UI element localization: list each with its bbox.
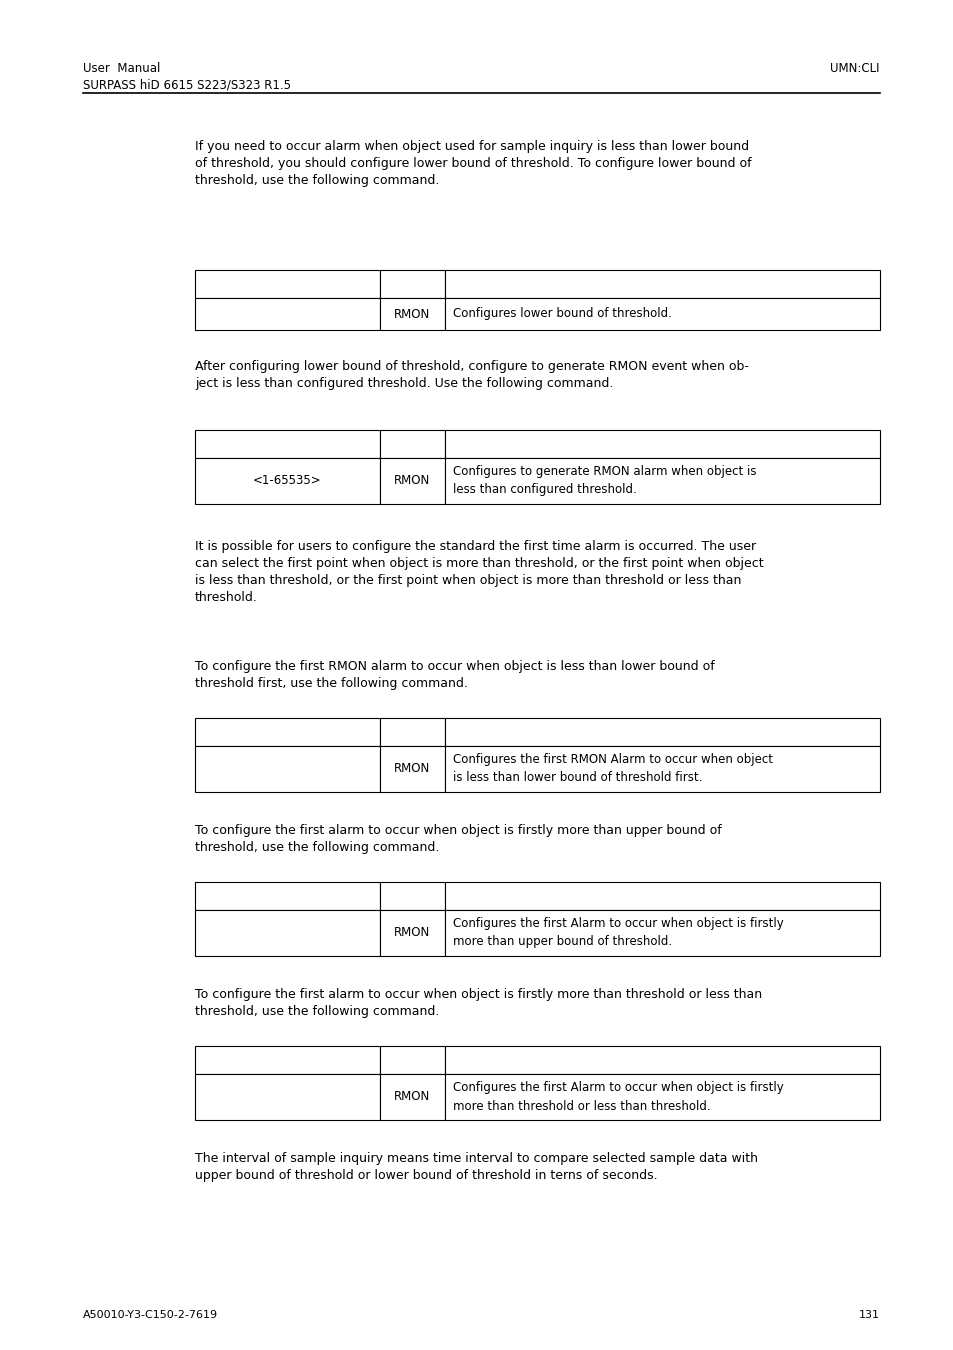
Text: After configuring lower bound of threshold, configure to generate RMON event whe: After configuring lower bound of thresho…	[194, 360, 748, 373]
Text: RMON: RMON	[394, 1091, 430, 1103]
Text: can select the first point when object is more than threshold, or the first poin: can select the first point when object i…	[194, 558, 762, 570]
Bar	[379, 910, 444, 956]
Bar	[194, 1075, 379, 1120]
Text: RMON: RMON	[394, 308, 430, 320]
Bar	[379, 298, 444, 329]
Bar	[379, 431, 444, 458]
Text: To configure the first RMON alarm to occur when object is less than lower bound : To configure the first RMON alarm to occ…	[194, 660, 714, 674]
Text: threshold, use the following command.: threshold, use the following command.	[194, 841, 439, 855]
Bar	[194, 298, 379, 329]
Text: SURPASS hiD 6615 S223/S323 R1.5: SURPASS hiD 6615 S223/S323 R1.5	[83, 78, 291, 90]
Bar	[194, 718, 379, 747]
Bar	[379, 270, 444, 298]
Text: User  Manual: User Manual	[83, 62, 160, 76]
Bar	[194, 431, 379, 458]
Text: To configure the first alarm to occur when object is firstly more than upper bou: To configure the first alarm to occur wh…	[194, 824, 721, 837]
Bar	[444, 1046, 879, 1075]
Bar	[444, 270, 879, 298]
Text: UMN:CLI: UMN:CLI	[830, 62, 879, 76]
Bar	[444, 431, 879, 458]
Bar	[444, 718, 879, 747]
Text: threshold.: threshold.	[194, 591, 257, 603]
Bar	[379, 882, 444, 910]
Bar	[194, 458, 379, 504]
Text: RMON: RMON	[394, 474, 430, 487]
Bar	[194, 910, 379, 956]
Text: Configures the first Alarm to occur when object is firstly
more than threshold o: Configures the first Alarm to occur when…	[453, 1081, 783, 1112]
Bar	[194, 747, 379, 792]
Bar	[379, 718, 444, 747]
Text: threshold first, use the following command.: threshold first, use the following comma…	[194, 676, 467, 690]
Text: is less than threshold, or the first point when object is more than threshold or: is less than threshold, or the first poi…	[194, 574, 740, 587]
Bar	[194, 270, 379, 298]
Text: threshold, use the following command.: threshold, use the following command.	[194, 174, 439, 188]
Text: To configure the first alarm to occur when object is firstly more than threshold: To configure the first alarm to occur wh…	[194, 988, 761, 1000]
Bar	[194, 1046, 379, 1075]
Text: threshold, use the following command.: threshold, use the following command.	[194, 1004, 439, 1018]
Text: Configures the first Alarm to occur when object is firstly
more than upper bound: Configures the first Alarm to occur when…	[453, 918, 783, 949]
Text: of threshold, you should configure lower bound of threshold. To configure lower : of threshold, you should configure lower…	[194, 157, 751, 170]
Bar	[194, 882, 379, 910]
Bar	[444, 910, 879, 956]
Text: 131: 131	[858, 1310, 879, 1320]
Text: Configures the first RMON Alarm to occur when object
is less than lower bound of: Configures the first RMON Alarm to occur…	[453, 753, 772, 784]
Text: RMON: RMON	[394, 926, 430, 940]
Text: The interval of sample inquiry means time interval to compare selected sample da: The interval of sample inquiry means tim…	[194, 1152, 758, 1165]
Text: Configures to generate RMON alarm when object is
less than configured threshold.: Configures to generate RMON alarm when o…	[453, 466, 756, 497]
Text: It is possible for users to configure the standard the first time alarm is occur: It is possible for users to configure th…	[194, 540, 756, 553]
Text: If you need to occur alarm when object used for sample inquiry is less than lowe: If you need to occur alarm when object u…	[194, 140, 748, 153]
Text: A50010-Y3-C150-2-7619: A50010-Y3-C150-2-7619	[83, 1310, 218, 1320]
Text: ject is less than configured threshold. Use the following command.: ject is less than configured threshold. …	[194, 377, 613, 390]
Bar	[444, 747, 879, 792]
Bar	[379, 458, 444, 504]
Bar	[444, 458, 879, 504]
Text: upper bound of threshold or lower bound of threshold in terns of seconds.: upper bound of threshold or lower bound …	[194, 1169, 657, 1183]
Bar	[379, 1075, 444, 1120]
Bar	[379, 1046, 444, 1075]
Text: RMON: RMON	[394, 763, 430, 775]
Text: Configures lower bound of threshold.: Configures lower bound of threshold.	[453, 308, 671, 320]
Text: <1-65535>: <1-65535>	[253, 474, 321, 487]
Bar	[444, 298, 879, 329]
Bar	[444, 1075, 879, 1120]
Bar	[444, 882, 879, 910]
Bar	[379, 747, 444, 792]
